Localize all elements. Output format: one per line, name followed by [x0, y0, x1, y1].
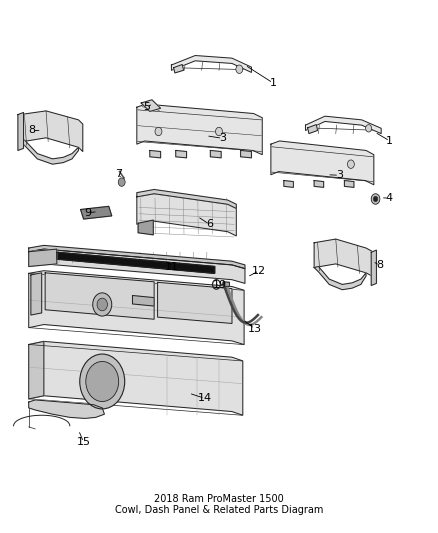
Text: 15: 15 — [77, 437, 91, 447]
Polygon shape — [18, 112, 24, 150]
Circle shape — [80, 354, 125, 409]
Text: 6: 6 — [206, 219, 213, 229]
Circle shape — [347, 160, 354, 168]
Circle shape — [93, 293, 112, 316]
Polygon shape — [137, 104, 262, 155]
Text: 1: 1 — [269, 78, 276, 88]
Polygon shape — [29, 249, 57, 266]
Polygon shape — [29, 400, 104, 418]
Polygon shape — [20, 111, 83, 151]
Text: 12: 12 — [252, 266, 266, 276]
Polygon shape — [344, 181, 354, 188]
Polygon shape — [57, 252, 215, 273]
Circle shape — [118, 178, 125, 187]
Polygon shape — [137, 190, 236, 208]
Text: 3: 3 — [336, 170, 343, 180]
Text: 7: 7 — [115, 169, 122, 179]
Polygon shape — [138, 220, 153, 235]
Polygon shape — [45, 273, 154, 319]
Polygon shape — [171, 55, 251, 72]
Polygon shape — [305, 116, 381, 134]
Text: 13: 13 — [247, 324, 261, 334]
Polygon shape — [271, 141, 374, 185]
Polygon shape — [29, 245, 245, 269]
Polygon shape — [314, 181, 324, 188]
Circle shape — [215, 127, 223, 136]
Circle shape — [371, 193, 380, 204]
Text: 1: 1 — [386, 136, 393, 146]
Polygon shape — [176, 150, 187, 158]
Text: 14: 14 — [198, 393, 212, 403]
Polygon shape — [141, 100, 161, 111]
Polygon shape — [137, 193, 236, 236]
Polygon shape — [173, 64, 184, 73]
Text: 2018 Ram ProMaster 1500
Cowl, Dash Panel & Related Parts Diagram: 2018 Ram ProMaster 1500 Cowl, Dash Panel… — [115, 494, 323, 515]
Polygon shape — [210, 150, 221, 158]
Polygon shape — [371, 250, 376, 286]
Text: 9: 9 — [85, 208, 92, 217]
Polygon shape — [307, 125, 318, 134]
Polygon shape — [240, 150, 251, 158]
Polygon shape — [314, 239, 374, 277]
Text: 3: 3 — [219, 133, 226, 143]
Circle shape — [236, 65, 243, 74]
Text: 5: 5 — [143, 102, 150, 112]
Circle shape — [155, 127, 162, 136]
Polygon shape — [29, 342, 44, 399]
Text: 8: 8 — [376, 261, 383, 270]
Polygon shape — [133, 295, 154, 306]
Polygon shape — [223, 282, 230, 287]
Polygon shape — [29, 249, 245, 284]
Circle shape — [366, 125, 372, 132]
Polygon shape — [29, 342, 243, 415]
Circle shape — [97, 298, 107, 311]
Polygon shape — [158, 282, 232, 324]
Circle shape — [86, 361, 119, 401]
Polygon shape — [31, 273, 42, 315]
Polygon shape — [20, 140, 78, 164]
Polygon shape — [284, 181, 293, 188]
Circle shape — [373, 196, 378, 201]
Polygon shape — [150, 150, 161, 158]
Text: 4: 4 — [385, 193, 392, 203]
Text: 11: 11 — [165, 262, 179, 271]
Polygon shape — [81, 206, 112, 219]
Polygon shape — [314, 266, 366, 290]
Polygon shape — [29, 271, 244, 344]
Text: 19: 19 — [213, 280, 227, 290]
Text: 8: 8 — [28, 125, 35, 135]
